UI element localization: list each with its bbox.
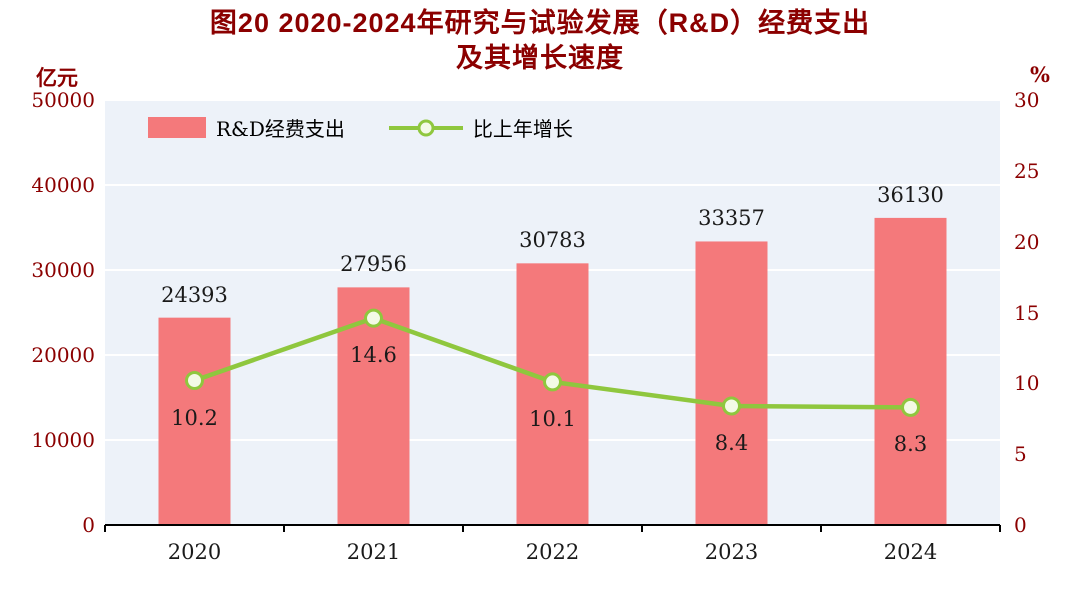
line-marker-2024: [901, 397, 920, 417]
bar-2022: [516, 263, 589, 525]
bar-2023: [695, 241, 768, 525]
bar-2020: [158, 317, 231, 525]
right-axis-unit-label: %: [1030, 62, 1050, 87]
left-axis-unit-label: 亿元: [36, 65, 78, 90]
legend-line-glyph: [388, 119, 463, 136]
legend-bar-label: R&D经费支出: [216, 117, 345, 141]
line-marker-2022: [543, 372, 562, 392]
line-marker-2020: [185, 371, 204, 390]
legend-line-label: 比上年增长: [472, 117, 573, 141]
line-marker-2021: [364, 308, 383, 328]
chart-title: 图20 2020-2024年研究与试验发展（R&D）经费支出 及其增长速度: [0, 6, 1080, 76]
chart-title-line2: 及其增长速度: [456, 43, 624, 73]
chart-title-line1: 图20 2020-2024年研究与试验发展（R&D）经费支出: [209, 8, 871, 38]
legend-line-swatch: [387, 118, 465, 138]
bar-2024: [874, 217, 947, 525]
line-marker-2023: [722, 396, 741, 416]
legend-bar-swatch: [148, 117, 206, 138]
chart-legend: R&D经费支出 比上年增长: [148, 113, 573, 142]
